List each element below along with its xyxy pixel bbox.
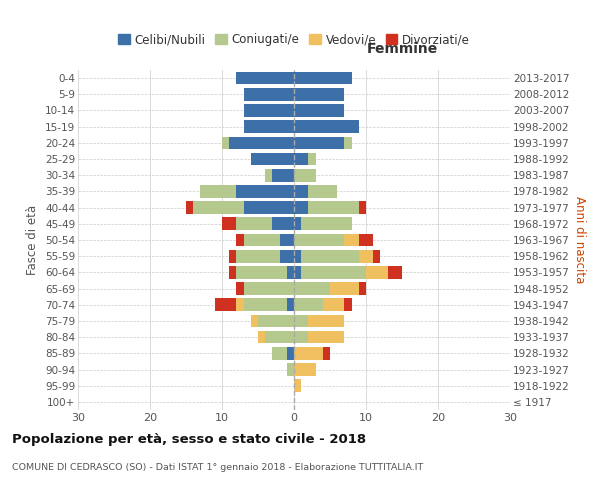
Bar bbox=[236, 72, 294, 85]
Bar bbox=[244, 282, 294, 295]
Bar bbox=[301, 218, 352, 230]
Bar bbox=[251, 314, 258, 328]
Bar bbox=[287, 298, 294, 311]
Text: Femmine: Femmine bbox=[367, 42, 437, 56]
Bar bbox=[186, 202, 193, 214]
Bar bbox=[222, 218, 236, 230]
Bar bbox=[287, 363, 294, 376]
Bar bbox=[308, 331, 344, 344]
Bar bbox=[359, 282, 366, 295]
Bar bbox=[294, 347, 323, 360]
Bar bbox=[308, 202, 359, 214]
Bar bbox=[244, 298, 287, 311]
Bar bbox=[294, 88, 344, 101]
Bar bbox=[229, 266, 236, 278]
Bar bbox=[244, 104, 294, 117]
Bar bbox=[236, 250, 280, 262]
Bar bbox=[359, 202, 366, 214]
Bar bbox=[280, 250, 294, 262]
Bar bbox=[294, 104, 344, 117]
Bar bbox=[294, 72, 352, 85]
Bar bbox=[323, 298, 344, 311]
Bar bbox=[244, 120, 294, 133]
Bar bbox=[330, 282, 359, 295]
Bar bbox=[366, 266, 388, 278]
Bar bbox=[200, 185, 236, 198]
Bar bbox=[244, 88, 294, 101]
Bar bbox=[272, 169, 294, 181]
Bar bbox=[294, 314, 308, 328]
Bar bbox=[388, 266, 402, 278]
Bar bbox=[244, 234, 280, 246]
Bar bbox=[294, 266, 301, 278]
Legend: Celibi/Nubili, Coniugati/e, Vedovi/e, Divorziati/e: Celibi/Nubili, Coniugati/e, Vedovi/e, Di… bbox=[113, 28, 475, 50]
Bar bbox=[294, 136, 344, 149]
Bar bbox=[294, 380, 301, 392]
Bar bbox=[308, 314, 344, 328]
Bar bbox=[251, 152, 294, 166]
Bar bbox=[222, 136, 229, 149]
Bar bbox=[294, 331, 308, 344]
Bar bbox=[373, 250, 380, 262]
Bar bbox=[294, 298, 323, 311]
Bar bbox=[344, 136, 352, 149]
Bar bbox=[294, 282, 330, 295]
Bar bbox=[301, 250, 359, 262]
Bar bbox=[236, 266, 287, 278]
Bar bbox=[323, 347, 330, 360]
Bar bbox=[236, 185, 294, 198]
Bar bbox=[287, 347, 294, 360]
Bar bbox=[344, 234, 359, 246]
Bar bbox=[272, 347, 287, 360]
Bar bbox=[359, 250, 373, 262]
Text: COMUNE DI CEDRASCO (SO) - Dati ISTAT 1° gennaio 2018 - Elaborazione TUTTITALIA.I: COMUNE DI CEDRASCO (SO) - Dati ISTAT 1° … bbox=[12, 462, 423, 471]
Bar bbox=[244, 202, 294, 214]
Bar bbox=[308, 152, 316, 166]
Bar bbox=[236, 282, 244, 295]
Bar bbox=[229, 250, 236, 262]
Bar bbox=[258, 331, 265, 344]
Bar bbox=[236, 218, 272, 230]
Y-axis label: Fasce di età: Fasce di età bbox=[26, 205, 40, 275]
Bar bbox=[272, 218, 294, 230]
Bar bbox=[193, 202, 244, 214]
Bar bbox=[287, 266, 294, 278]
Bar bbox=[294, 169, 316, 181]
Bar bbox=[265, 331, 294, 344]
Bar bbox=[294, 202, 308, 214]
Text: Popolazione per età, sesso e stato civile - 2018: Popolazione per età, sesso e stato civil… bbox=[12, 432, 366, 446]
Bar bbox=[294, 250, 301, 262]
Bar bbox=[294, 185, 308, 198]
Bar bbox=[236, 234, 244, 246]
Bar bbox=[236, 298, 244, 311]
Bar bbox=[215, 298, 236, 311]
Y-axis label: Anni di nascita: Anni di nascita bbox=[573, 196, 586, 284]
Bar bbox=[344, 298, 352, 311]
Bar bbox=[301, 266, 366, 278]
Bar bbox=[229, 136, 294, 149]
Bar bbox=[308, 185, 337, 198]
Bar bbox=[294, 152, 308, 166]
Bar bbox=[265, 169, 272, 181]
Bar bbox=[280, 234, 294, 246]
Bar bbox=[359, 234, 373, 246]
Bar bbox=[294, 363, 316, 376]
Bar bbox=[294, 218, 301, 230]
Bar bbox=[294, 120, 359, 133]
Bar bbox=[258, 314, 294, 328]
Bar bbox=[294, 234, 344, 246]
